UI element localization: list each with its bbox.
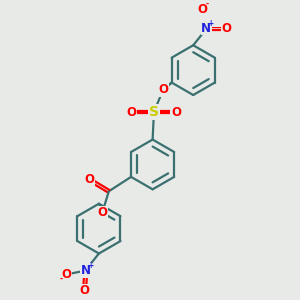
Text: +: + (87, 261, 93, 270)
Text: +: + (208, 19, 214, 28)
Text: O: O (197, 3, 207, 16)
Text: O: O (171, 106, 181, 118)
Text: N: N (81, 264, 91, 277)
Text: O: O (158, 83, 168, 96)
Text: O: O (97, 206, 107, 219)
Text: -: - (206, 0, 209, 9)
Text: O: O (80, 284, 89, 298)
Text: -: - (60, 275, 63, 284)
Text: O: O (127, 106, 137, 118)
Text: S: S (149, 105, 159, 119)
Text: O: O (61, 268, 71, 281)
Text: O: O (222, 22, 232, 35)
Text: O: O (84, 173, 94, 186)
Text: N: N (201, 22, 211, 35)
